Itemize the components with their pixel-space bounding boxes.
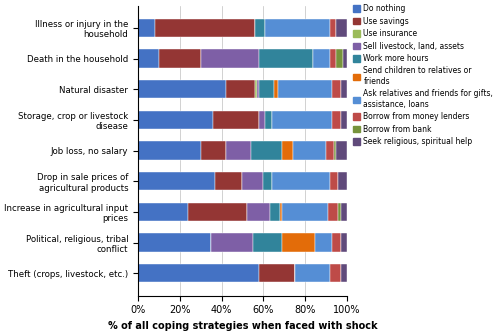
Bar <box>259 264 294 282</box>
Bar <box>251 141 282 160</box>
Bar <box>253 233 282 252</box>
Bar <box>332 111 340 129</box>
Bar <box>272 172 330 190</box>
Bar <box>278 80 332 98</box>
Bar <box>200 141 226 160</box>
Bar <box>246 203 270 221</box>
Bar <box>330 49 336 68</box>
Bar <box>336 19 347 37</box>
Bar <box>330 264 340 282</box>
Bar <box>336 49 342 68</box>
Bar <box>264 172 272 190</box>
Bar <box>211 233 253 252</box>
Bar <box>282 233 316 252</box>
Bar <box>138 203 188 221</box>
Bar <box>159 49 200 68</box>
Bar <box>138 233 211 252</box>
Bar <box>328 203 338 221</box>
Bar <box>316 233 332 252</box>
Bar <box>138 49 159 68</box>
Legend: Do nothing, Use savings, Use insurance, Sell livestock, land, assets, Work more : Do nothing, Use savings, Use insurance, … <box>352 4 494 147</box>
Bar <box>255 80 257 98</box>
Bar <box>326 141 334 160</box>
Bar <box>188 203 246 221</box>
Bar <box>338 172 347 190</box>
Bar <box>280 203 282 221</box>
Bar <box>138 80 226 98</box>
Bar <box>213 111 259 129</box>
Bar <box>292 141 326 160</box>
Bar <box>226 80 255 98</box>
Bar <box>294 264 330 282</box>
Bar <box>340 111 347 129</box>
Bar <box>154 19 255 37</box>
Bar <box>138 141 200 160</box>
Bar <box>259 111 266 129</box>
Bar <box>282 203 328 221</box>
Bar <box>282 141 292 160</box>
Bar <box>138 264 259 282</box>
Bar <box>270 203 280 221</box>
Bar <box>257 80 259 98</box>
Bar <box>138 19 154 37</box>
Bar <box>342 49 347 68</box>
X-axis label: % of all coping strategies when faced with shock: % of all coping strategies when faced wi… <box>108 321 377 331</box>
Bar <box>340 203 347 221</box>
Bar <box>138 172 216 190</box>
Bar <box>340 264 347 282</box>
Bar <box>259 80 274 98</box>
Bar <box>255 19 266 37</box>
Bar <box>216 172 242 190</box>
Bar <box>330 172 338 190</box>
Bar <box>332 233 340 252</box>
Bar <box>332 80 340 98</box>
Bar <box>226 141 251 160</box>
Bar <box>330 19 336 37</box>
Bar <box>259 49 314 68</box>
Bar <box>266 111 272 129</box>
Bar <box>338 203 340 221</box>
Bar <box>266 19 330 37</box>
Bar <box>336 141 347 160</box>
Bar <box>334 141 336 160</box>
Bar <box>314 49 330 68</box>
Bar <box>200 49 259 68</box>
Bar <box>340 80 347 98</box>
Bar <box>242 172 264 190</box>
Bar <box>274 80 278 98</box>
Bar <box>138 111 213 129</box>
Bar <box>340 233 347 252</box>
Bar <box>272 111 332 129</box>
